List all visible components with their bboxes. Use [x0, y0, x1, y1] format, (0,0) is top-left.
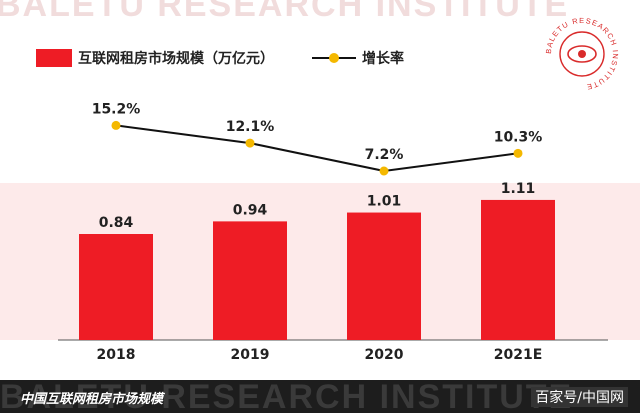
bar-label-2021E: 1.11	[501, 181, 536, 197]
growth-label-2018: 15.2%	[92, 101, 141, 117]
bar-2021E	[481, 199, 555, 340]
chart-area: 0.84 0.94 1.01 1.11 15.2% 12.1% 7.2% 10.3% 201…	[0, 101, 640, 363]
footer-source: 百家号/中国网	[531, 387, 628, 407]
institute-logo: BALETU RESEARCH INSTITUTE	[544, 16, 619, 92]
x-tick-2018: 2018	[97, 347, 136, 363]
eye-icon	[567, 45, 597, 63]
watermark: BALETU RESEARCH INSTITUTE	[0, 0, 570, 24]
growth-label-2021E: 10.3%	[494, 129, 543, 145]
growth-point-2018	[111, 120, 121, 130]
legend-line-swatch	[312, 52, 356, 64]
footer-caption: 中国互联网租房市场规模	[20, 392, 164, 407]
growth-label-2020: 7.2%	[365, 147, 404, 163]
footer-watermark: BALETU RESEARCH INSTITUTE	[0, 380, 574, 413]
growth-point-2020	[379, 166, 389, 176]
bar-label-2019: 0.94	[233, 202, 268, 218]
legend-bar-label: 互联网租房市场规模（万亿元）	[78, 51, 274, 67]
bar-label-2020: 1.01	[367, 194, 402, 210]
growth-line	[115, 124, 519, 173]
x-tick-2019: 2019	[231, 347, 270, 363]
legend-bar-swatch	[36, 49, 72, 67]
bar-2020	[347, 212, 421, 340]
bar-2018	[79, 234, 153, 340]
x-tick-2021E: 2021E	[494, 347, 543, 363]
bar-2019	[213, 221, 287, 340]
growth-label-2019: 12.1%	[226, 119, 275, 135]
chart-legend: 互联网租房市场规模（万亿元） 增长率	[36, 46, 404, 70]
legend-line-label: 增长率	[362, 51, 404, 67]
bar-label-2018: 0.84	[99, 215, 134, 231]
growth-point-2019	[245, 138, 255, 148]
growth-point-2021E	[513, 148, 523, 158]
x-tick-2020: 2020	[365, 347, 404, 363]
footer-bar: BALETU RESEARCH INSTITUTE 中国互联网租房市场规模 百家…	[0, 380, 640, 413]
